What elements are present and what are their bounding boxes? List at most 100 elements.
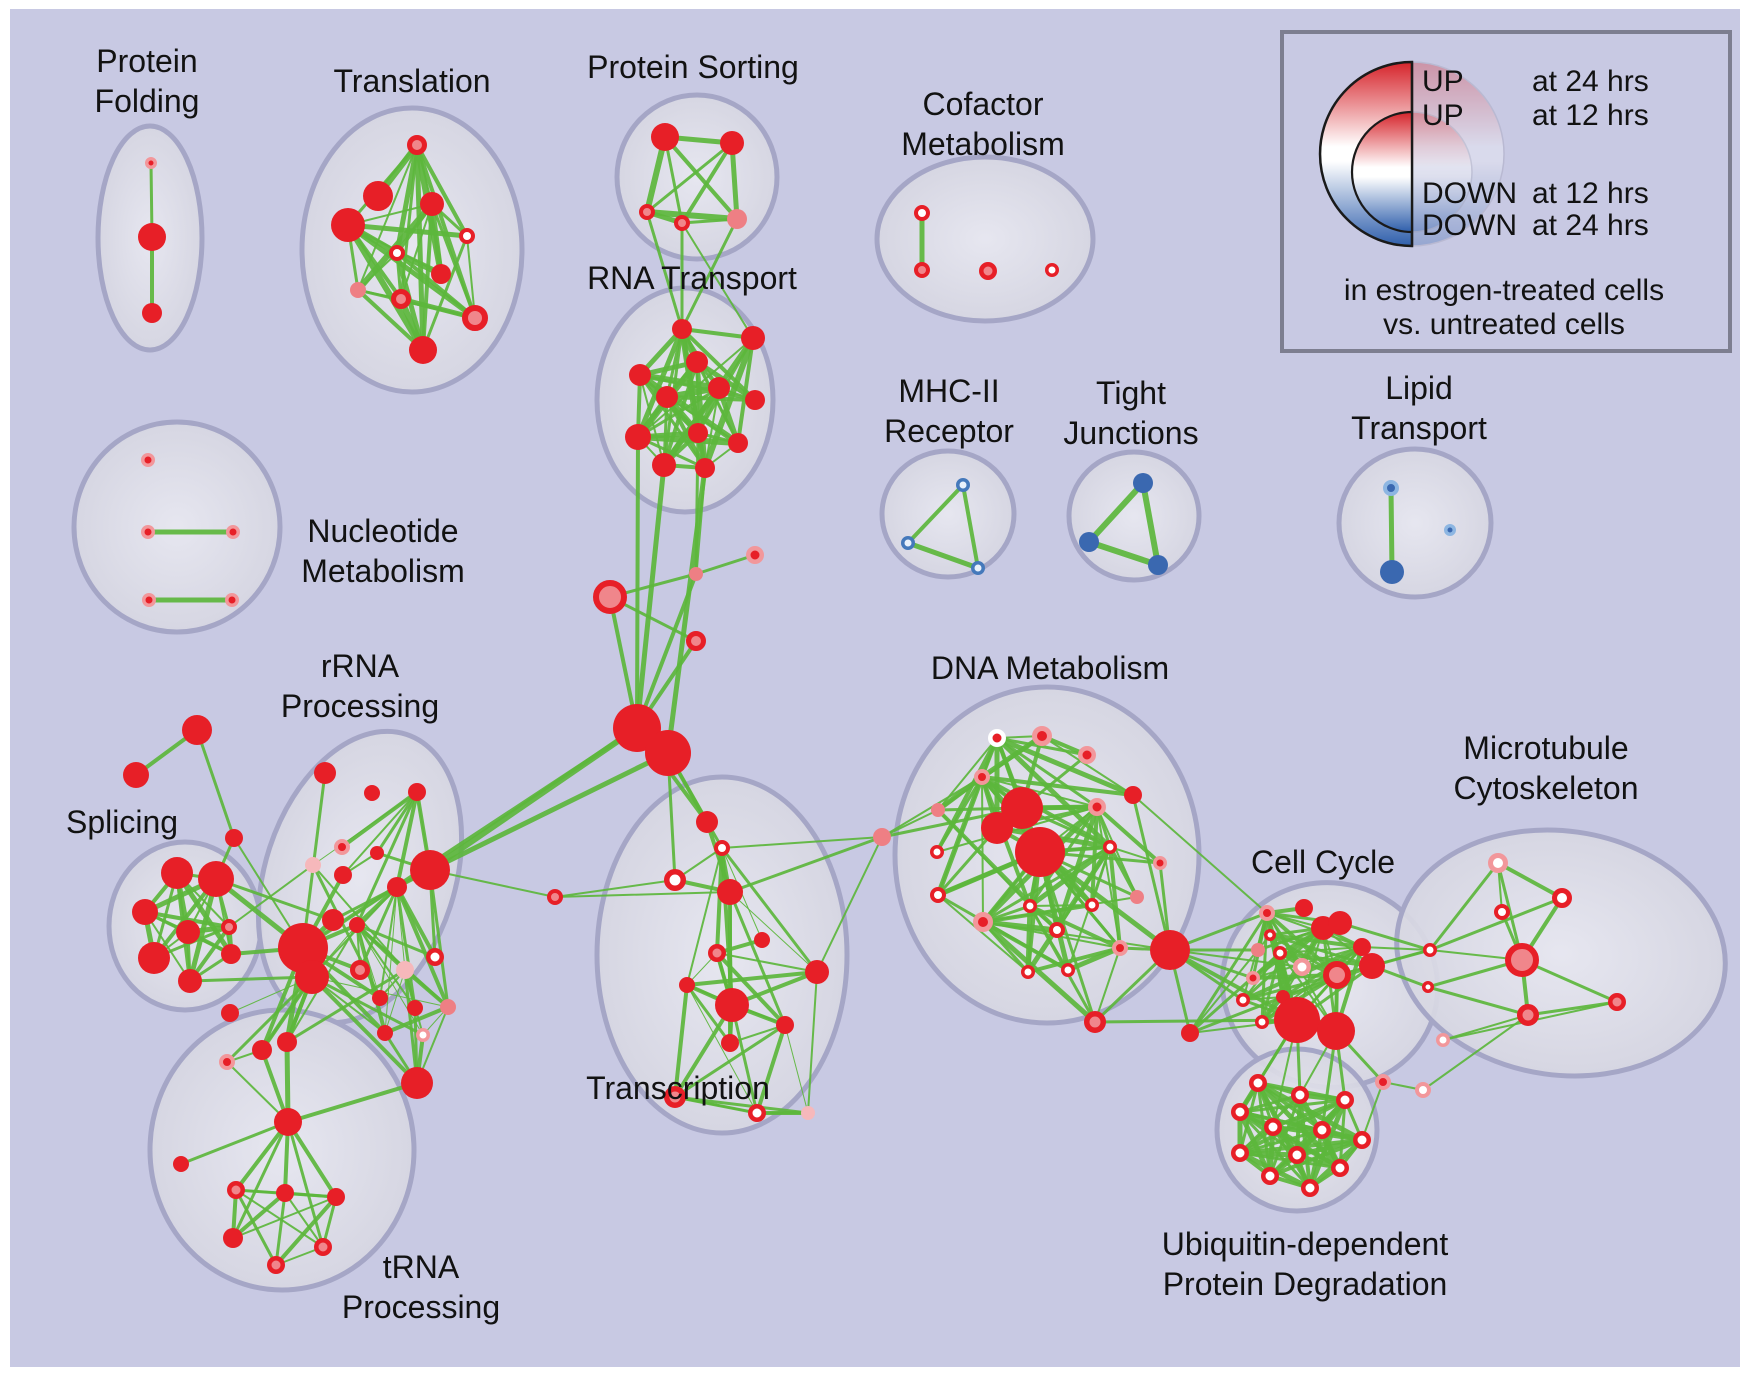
edge — [1109, 846, 1161, 864]
legend-footer-line2: vs. untreated cells — [1383, 308, 1625, 341]
edge — [665, 465, 708, 756]
edge — [234, 1188, 278, 1267]
node — [674, 215, 690, 231]
node — [1231, 1144, 1249, 1162]
edge — [179, 1120, 290, 1166]
edge — [310, 975, 419, 1085]
node — [1261, 1167, 1279, 1185]
edge — [231, 1191, 287, 1240]
edge — [715, 951, 787, 1027]
node — [227, 1181, 245, 1199]
node — [409, 336, 437, 364]
edge — [755, 1023, 787, 1115]
edge — [645, 141, 734, 214]
node — [198, 861, 234, 897]
cluster-ellipse-tight — [1066, 449, 1202, 583]
node — [416, 1028, 430, 1042]
node — [1552, 888, 1572, 908]
node — [745, 390, 765, 410]
edge — [274, 1195, 338, 1267]
cluster-ellipse-nucleotide — [71, 419, 283, 635]
edge — [356, 288, 425, 352]
edge — [981, 776, 984, 923]
edge — [680, 327, 757, 402]
node — [408, 783, 426, 801]
cluster-label-dna: DNA Metabolism — [931, 650, 1169, 686]
node — [1264, 929, 1276, 941]
node — [652, 453, 676, 477]
node — [142, 303, 162, 323]
node — [656, 386, 678, 408]
edge — [694, 466, 707, 576]
cluster-label-tight: Tight — [1096, 375, 1166, 411]
node — [132, 899, 158, 925]
node — [334, 866, 352, 884]
node — [1328, 911, 1352, 935]
edge — [680, 217, 739, 331]
node — [1084, 1011, 1106, 1033]
edge — [355, 923, 437, 959]
cluster-ellipse-trna — [147, 1007, 417, 1293]
node — [971, 561, 985, 575]
edge — [1428, 896, 1564, 952]
edge — [312, 791, 418, 866]
cluster-label-trna: Processing — [342, 1289, 500, 1325]
node — [973, 912, 993, 932]
node — [1032, 726, 1052, 746]
node — [1273, 946, 1287, 960]
node — [372, 990, 388, 1006]
edge — [375, 790, 419, 855]
cluster-ellipse-lipid — [1336, 446, 1494, 600]
node — [1264, 1118, 1282, 1136]
cluster-label-mhc: MHC-II — [898, 373, 999, 409]
node — [801, 1106, 815, 1120]
node — [1133, 473, 1153, 493]
edge — [1268, 1138, 1364, 1178]
edge — [395, 885, 417, 1010]
edge — [673, 1095, 759, 1115]
node — [1236, 993, 1250, 1007]
node — [974, 769, 990, 785]
edge — [1496, 861, 1564, 900]
edge — [384, 969, 406, 1034]
edge — [285, 968, 407, 1044]
edge — [1442, 1014, 1529, 1041]
node — [274, 1108, 302, 1136]
cluster-ellipse-microtubule — [1394, 827, 1728, 1079]
node — [334, 839, 350, 855]
node — [138, 942, 170, 974]
edge — [415, 143, 469, 238]
cluster-label-lipid: Transport — [1351, 410, 1487, 446]
node — [331, 208, 365, 242]
edge — [395, 790, 419, 889]
node — [221, 1004, 239, 1022]
edge — [1242, 912, 1268, 1001]
edge — [554, 879, 676, 898]
node — [901, 536, 915, 550]
edge — [214, 877, 335, 922]
node — [1293, 958, 1311, 976]
node — [364, 785, 380, 801]
node — [276, 1184, 294, 1202]
edge — [1238, 1098, 1347, 1114]
edge — [663, 135, 684, 225]
node — [173, 1156, 189, 1172]
cluster-label-protein_folding: Folding — [95, 83, 200, 119]
cluster-label-translation: Translation — [333, 63, 490, 99]
node — [981, 812, 1013, 844]
edge — [681, 222, 754, 339]
edge — [980, 919, 1098, 1025]
edge — [1281, 945, 1364, 999]
node — [593, 580, 627, 614]
edge — [721, 836, 883, 849]
node — [219, 1054, 235, 1070]
node — [1488, 853, 1508, 873]
edge — [1132, 794, 1268, 914]
edge — [429, 869, 556, 898]
node — [178, 969, 202, 993]
node — [138, 223, 166, 251]
node — [930, 845, 944, 859]
node — [1295, 899, 1313, 917]
node — [1181, 1024, 1199, 1042]
node — [728, 433, 748, 453]
